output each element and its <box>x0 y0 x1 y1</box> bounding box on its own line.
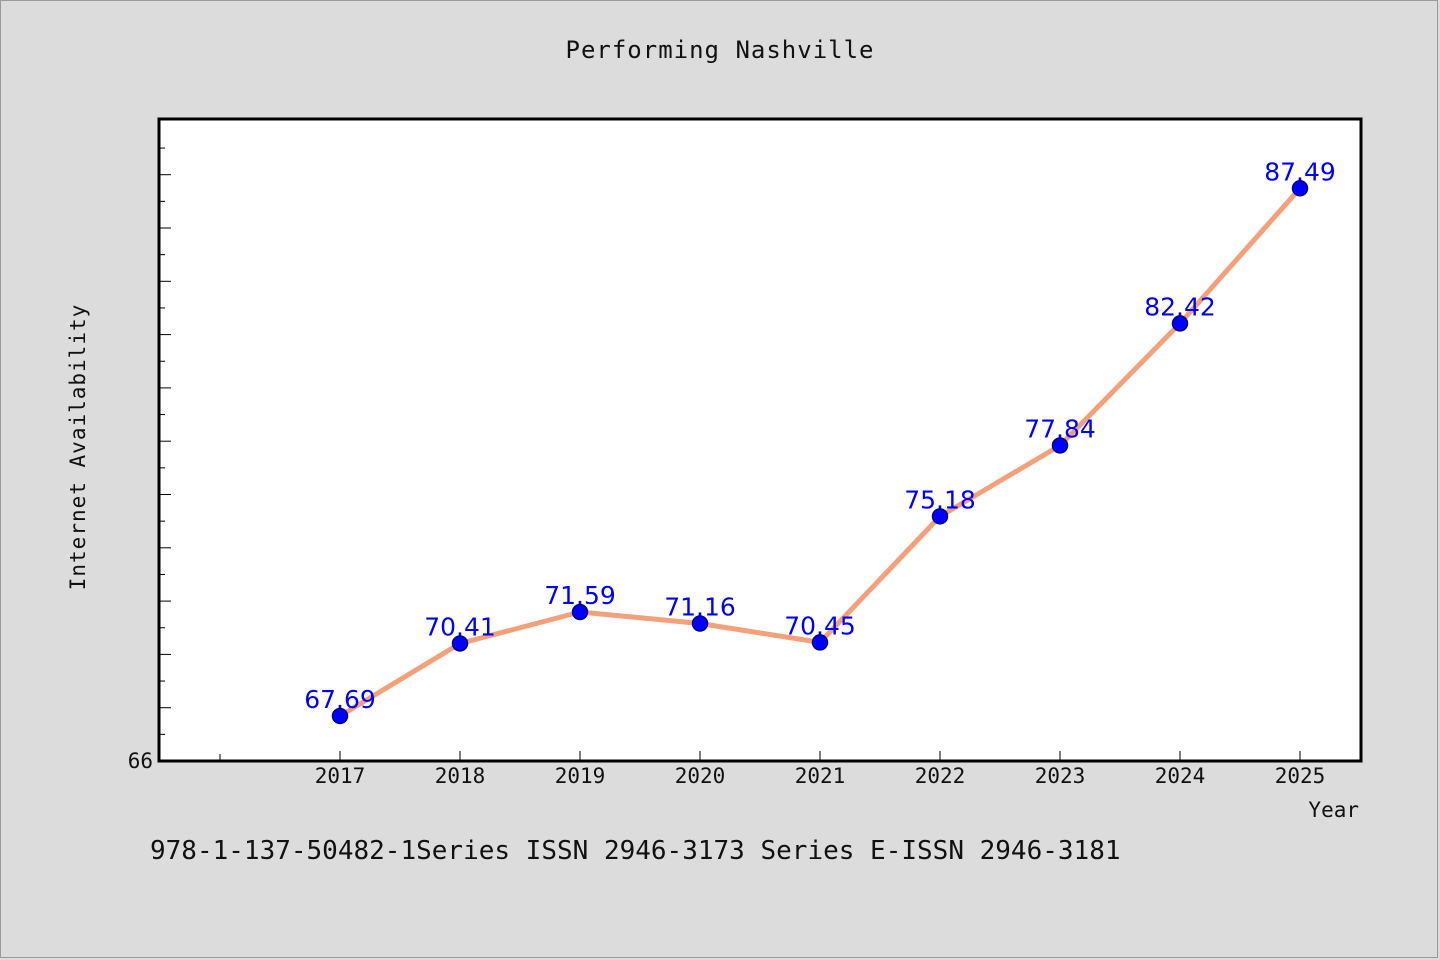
data-label: 77.84 <box>1024 414 1096 443</box>
x-tick-label: 2017 <box>315 764 366 788</box>
plot-area <box>157 117 1363 763</box>
data-point <box>931 508 949 525</box>
data-label: 82.42 <box>1144 292 1216 321</box>
x-tick-label: 2025 <box>1275 764 1326 788</box>
x-tick-label: 2019 <box>555 764 606 788</box>
data-label: 87.49 <box>1264 157 1336 186</box>
data-point <box>1171 315 1189 332</box>
x-tick-label: 2020 <box>675 764 726 788</box>
data-label: 71.59 <box>544 581 616 610</box>
data-point <box>571 603 589 621</box>
y-axis-ticks: 66 <box>128 147 171 773</box>
x-axis-label: Year <box>1308 798 1359 822</box>
x-tick-label: 2024 <box>1155 764 1206 788</box>
data-labels: 67.69 70.41 71.59 71.16 70.45 75.18 77.84 82.42… <box>304 157 1336 714</box>
series-layer <box>331 180 1309 725</box>
x-tick-label: 2023 <box>1035 764 1086 788</box>
x-tick-label: 2018 <box>435 764 486 788</box>
x-tick-label: 2022 <box>915 764 966 788</box>
data-label: 70.45 <box>784 611 856 640</box>
y-tick-label: 66 <box>128 749 153 773</box>
data-point <box>451 635 469 652</box>
x-tick-label: 2021 <box>795 764 846 788</box>
data-point <box>1291 180 1309 197</box>
x-axis-ticks: 2017 2018 2019 2020 2021 2022 2023 2024 2025 <box>219 751 1326 788</box>
data-label: 71.16 <box>664 592 736 621</box>
footer-isbn-issn: 978-1-137-50482-1Series ISSN 2946-3173 S… <box>150 836 1121 866</box>
data-label: 70.41 <box>424 612 496 641</box>
data-point <box>1051 437 1069 454</box>
data-label: 75.18 <box>904 485 976 514</box>
data-point <box>331 707 349 725</box>
chart-title: Performing Nashville <box>565 36 875 64</box>
data-label: 67.69 <box>304 685 376 714</box>
data-point <box>811 634 829 651</box>
data-point <box>691 615 709 632</box>
